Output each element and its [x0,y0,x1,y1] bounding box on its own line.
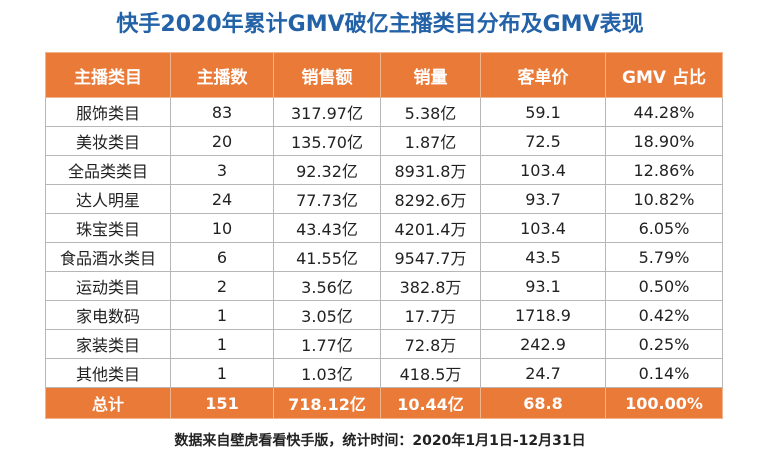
table-cell: 1 [170,329,274,359]
table-cell: 2 [170,271,274,301]
table-cell: 家装类目 [45,329,171,359]
table-cell: 242.9 [480,329,606,359]
table-cell: 317.97亿 [273,97,381,127]
table-cell: 103.4 [480,155,606,185]
table-cell: 3 [170,155,274,185]
table-cell: 44.28% [605,97,723,127]
table-row: 珠宝类目 10 43.43亿 4201.4万 103.4 6.05% [45,213,723,243]
table-cell: 12.86% [605,155,723,185]
table-cell: 10.82% [605,184,723,214]
total-cell: 10.44亿 [380,387,481,419]
table-body: 主播类目 主播数 销售额 销量 客单价 GMV 占比 服饰类目 83 317.97亿 5.38亿 5… [45,52,723,419]
table-cell: 美妆类目 [45,126,171,156]
footer-note: 数据来自壁虎看看快手版，统计时间：2020年1月1日-12月31日 [174,433,586,449]
table-cell: 103.4 [480,213,606,243]
header-row: 主播类目 主播数 销售额 销量 客单价 GMV 占比 [45,52,723,98]
table-cell: 24.7 [480,358,606,388]
table-cell: 3.56亿 [273,271,381,301]
total-cell: 718.12亿 [273,387,381,419]
total-row: 总计 151 718.12亿 10.44亿 68.8 100.00% [45,387,723,419]
table-row: 服饰类目 83 317.97亿 5.38亿 59.1 44.28% [45,97,723,127]
header-cell: 客单价 [480,52,606,98]
table: 主播类目 主播数 销售额 销量 客单价 GMV 占比 服饰类目 83 317.97亿 5.38亿 5… [45,52,723,419]
table-cell: 93.7 [480,184,606,214]
table-cell: 20 [170,126,274,156]
table-cell: 5.38亿 [380,97,481,127]
table-row: 全品类类目 3 92.32亿 8931.8万 103.4 12.86% [45,155,723,185]
table-cell: 92.32亿 [273,155,381,185]
table-cell: 0.50% [605,271,723,301]
table-row: 达人明星 24 77.73亿 8292.6万 93.7 10.82% [45,184,723,214]
table-cell: 135.70亿 [273,126,381,156]
table-cell: 41.55亿 [273,242,381,272]
table-cell: 食品酒水类目 [45,242,171,272]
table-cell: 1718.9 [480,300,606,330]
table-cell: 77.73亿 [273,184,381,214]
table-cell: 43.43亿 [273,213,381,243]
table-cell: 43.5 [480,242,606,272]
table-cell: 4201.4万 [380,213,481,243]
table-cell: 3.05亿 [273,300,381,330]
table-cell: 运动类目 [45,271,171,301]
table-cell: 1.03亿 [273,358,381,388]
table-cell: 6 [170,242,274,272]
total-cell: 100.00% [605,387,723,419]
table-cell: 72.8万 [380,329,481,359]
table-cell: 5.79% [605,242,723,272]
table-cell: 1 [170,300,274,330]
table-cell: 59.1 [480,97,606,127]
total-cell: 151 [170,387,274,419]
table-row: 家装类目 1 1.77亿 72.8万 242.9 0.25% [45,329,723,359]
table-cell: 8292.6万 [380,184,481,214]
table-cell: 达人明星 [45,184,171,214]
table-cell: 18.90% [605,126,723,156]
table-cell: 其他类目 [45,358,171,388]
table-cell: 0.25% [605,329,723,359]
header-cell: 主播类目 [45,52,171,98]
header-cell: GMV 占比 [605,52,723,98]
table-row: 运动类目 2 3.56亿 382.8万 93.1 0.50% [45,271,723,301]
table-cell: 1.87亿 [380,126,481,156]
table-cell: 珠宝类目 [45,213,171,243]
total-cell: 总计 [45,387,171,419]
header-cell: 销售额 [273,52,381,98]
table-cell: 8931.8万 [380,155,481,185]
table-cell: 6.05% [605,213,723,243]
table-cell: 83 [170,97,274,127]
header-cell: 销量 [380,52,481,98]
title: 快手2020年累计GMV破亿主播类目分布及GMV表现 [116,12,644,37]
table-cell: 10 [170,213,274,243]
table-cell: 服饰类目 [45,97,171,127]
total-cell: 68.8 [480,387,606,419]
table-row: 家电数码 1 3.05亿 17.7万 1718.9 0.42% [45,300,723,330]
table-row: 其他类目 1 1.03亿 418.5万 24.7 0.14% [45,358,723,388]
table-cell: 9547.7万 [380,242,481,272]
table-cell: 17.7万 [380,300,481,330]
header-cell: 主播数 [170,52,274,98]
table-cell: 家电数码 [45,300,171,330]
table-cell: 382.8万 [380,271,481,301]
table-cell: 418.5万 [380,358,481,388]
table-cell: 0.42% [605,300,723,330]
table-row: 美妆类目 20 135.70亿 1.87亿 72.5 18.90% [45,126,723,156]
table-cell: 24 [170,184,274,214]
table-row: 食品酒水类目 6 41.55亿 9547.7万 43.5 5.79% [45,242,723,272]
table-cell: 93.1 [480,271,606,301]
table-cell: 全品类类目 [45,155,171,185]
table-cell: 1.77亿 [273,329,381,359]
table-cell: 1 [170,358,274,388]
table-cell: 0.14% [605,358,723,388]
table-cell: 72.5 [480,126,606,156]
